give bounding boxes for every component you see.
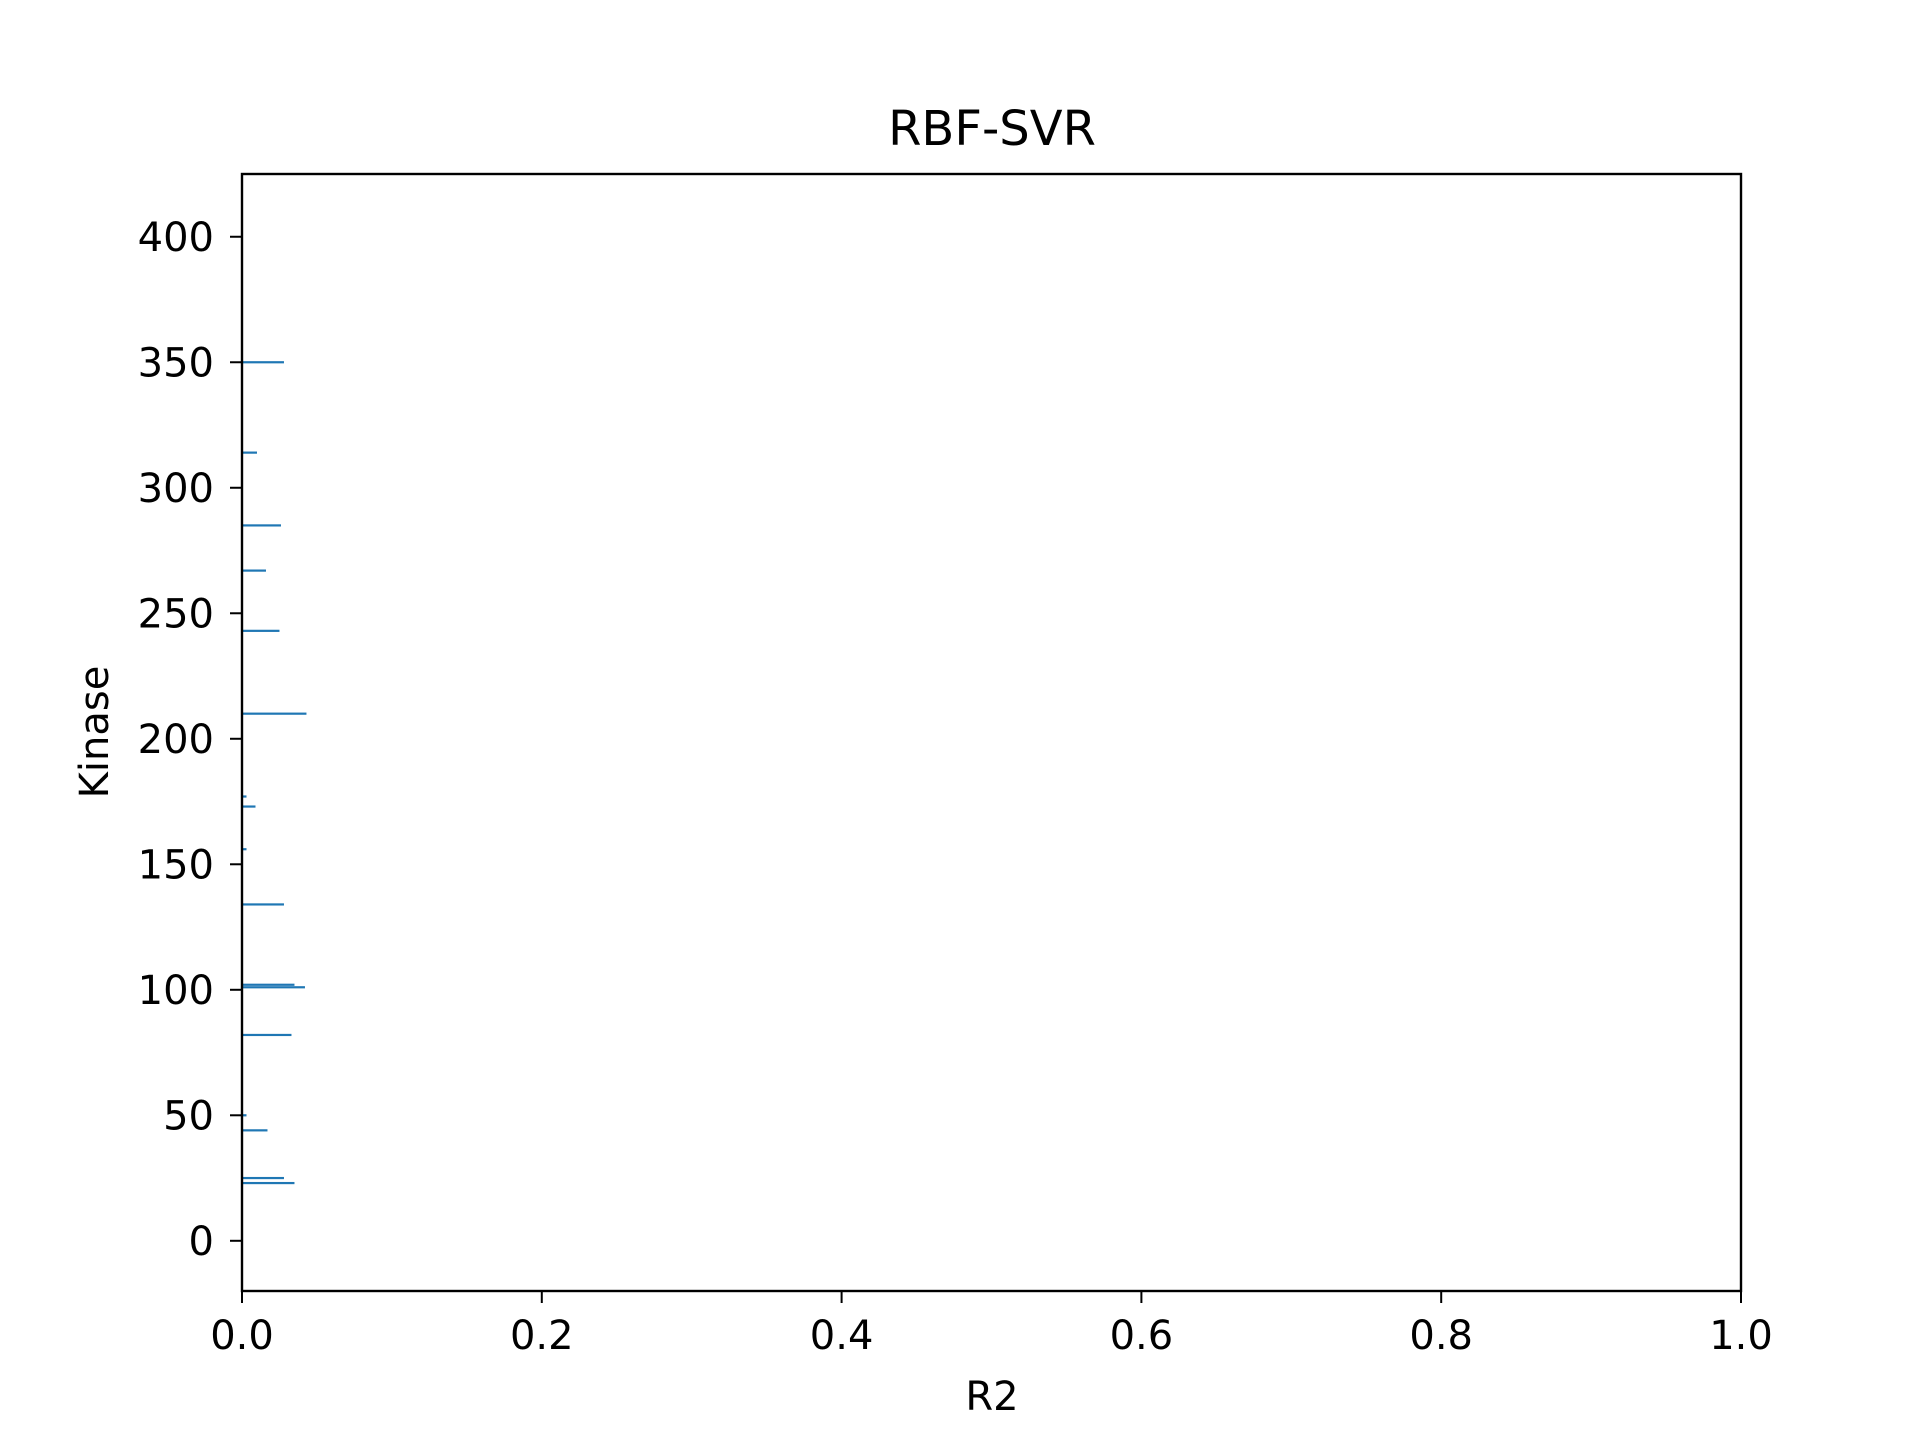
bar xyxy=(242,903,284,906)
y-axis-title: Kinase xyxy=(72,666,118,799)
bar xyxy=(242,1176,284,1180)
x-tick-label: 1.0 xyxy=(1709,1313,1773,1359)
bar xyxy=(242,629,280,632)
y-tick-label: 200 xyxy=(138,717,214,763)
y-tick-label: 150 xyxy=(138,842,214,888)
bar xyxy=(242,983,295,986)
bar xyxy=(242,1114,247,1117)
x-axis-title: R2 xyxy=(965,1374,1018,1420)
bar xyxy=(242,848,247,851)
plot-frame xyxy=(240,172,1743,1293)
bar xyxy=(242,361,284,364)
bar xyxy=(242,569,266,572)
x-tick-label: 0.2 xyxy=(510,1313,574,1359)
x-tick-label: 0.8 xyxy=(1409,1313,1473,1359)
x-tick-label: 0.6 xyxy=(1110,1313,1174,1359)
bar xyxy=(242,1181,295,1185)
y-tick-label: 100 xyxy=(138,968,214,1014)
y-tick-label: 350 xyxy=(138,340,214,386)
chart-title: RBF-SVR xyxy=(888,101,1096,157)
y-tick-label: 50 xyxy=(163,1093,214,1139)
x-tick-label: 0.0 xyxy=(210,1313,274,1359)
bar xyxy=(242,524,281,527)
bar xyxy=(242,795,247,798)
bar xyxy=(242,1033,292,1037)
x-axis: 0.0 0.2 0.4 0.6 0.8 1.0 xyxy=(210,1291,1773,1359)
y-tick-label: 300 xyxy=(138,466,214,512)
bar xyxy=(242,451,257,454)
y-axis: 0 50 100 150 200 250 300 350 400 xyxy=(138,215,242,1265)
bar xyxy=(242,1129,268,1132)
bar xyxy=(242,712,307,715)
bar xyxy=(242,986,305,989)
y-tick-label: 0 xyxy=(189,1219,214,1265)
x-tick-label: 0.4 xyxy=(810,1313,874,1359)
bar xyxy=(242,805,256,808)
y-tick-label: 400 xyxy=(138,215,214,261)
bars-group xyxy=(242,361,307,1185)
y-tick-label: 250 xyxy=(138,591,214,637)
